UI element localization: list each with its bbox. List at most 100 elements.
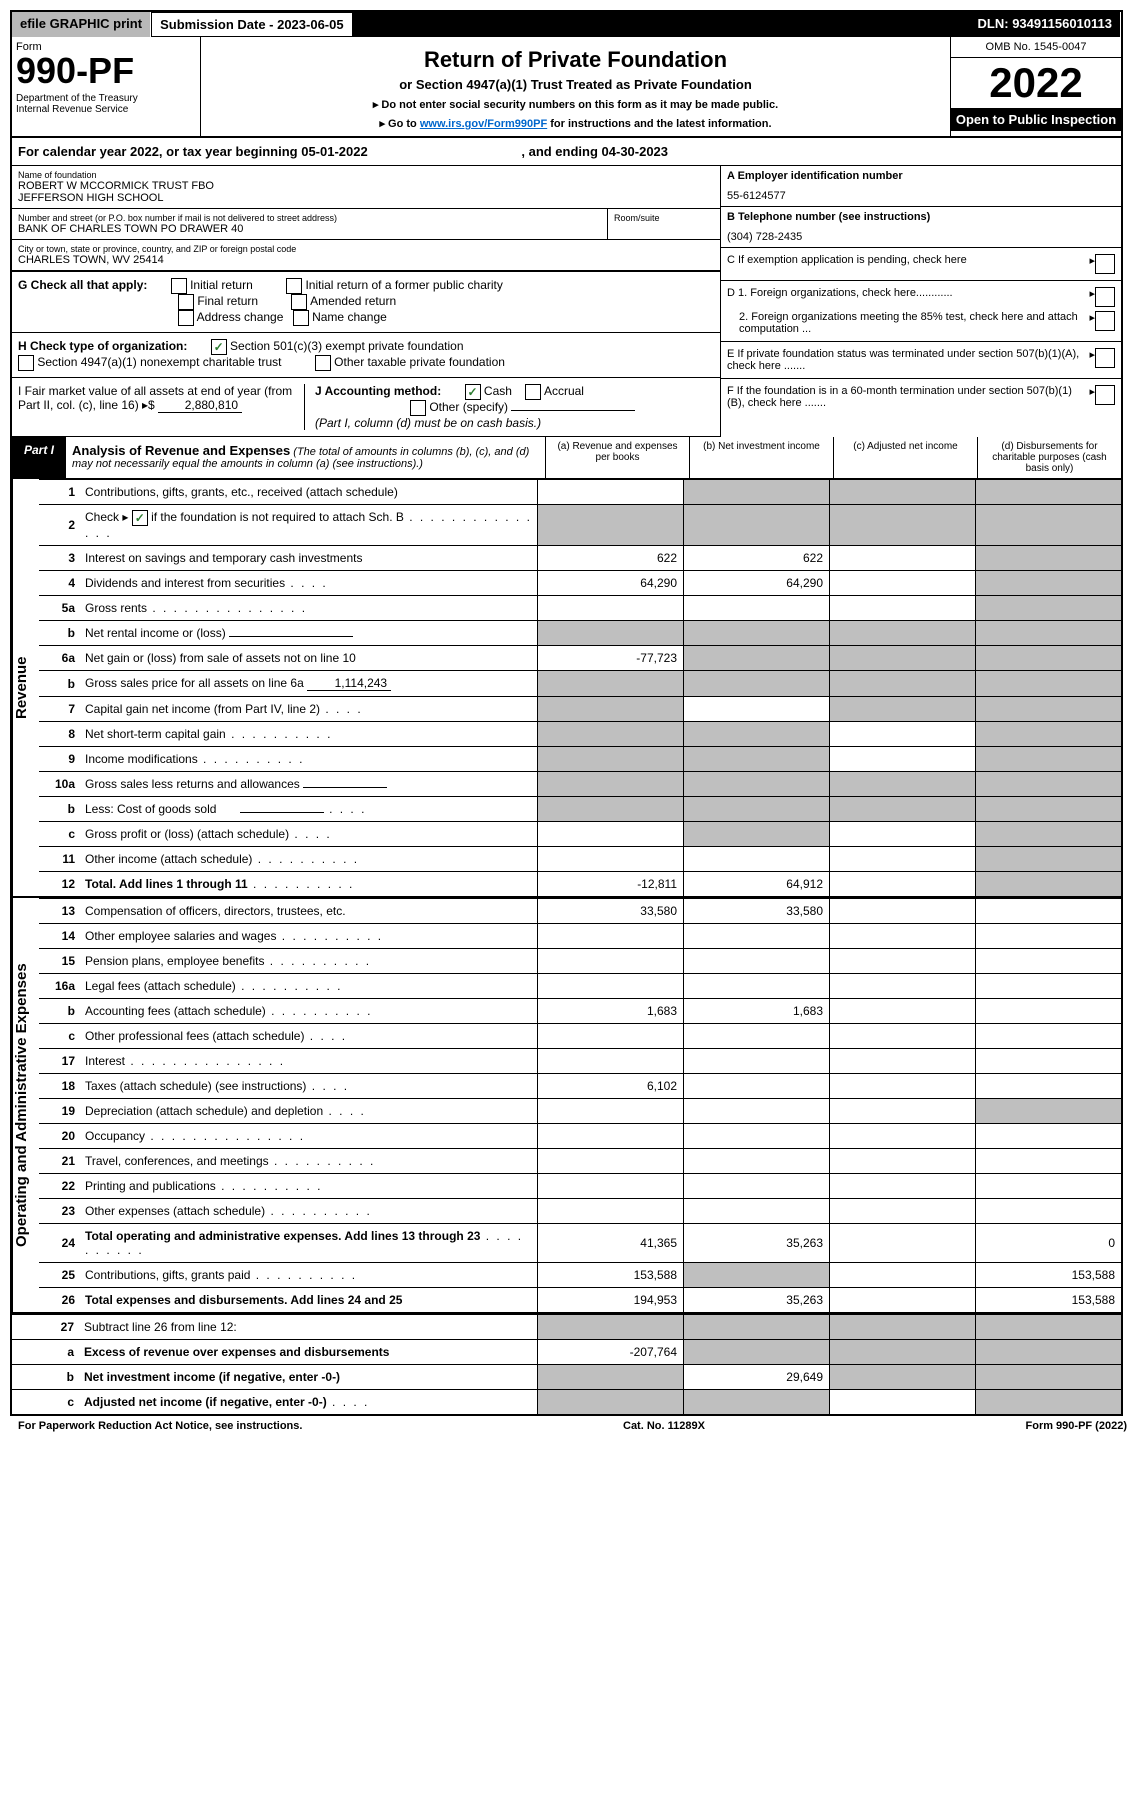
e-checkbox[interactable] <box>1095 348 1115 368</box>
initial-return-checkbox[interactable] <box>171 278 187 294</box>
val-a: 194,953 <box>538 1288 684 1313</box>
cash-checkbox[interactable] <box>465 384 481 400</box>
table-row: 26Total expenses and disbursements. Add … <box>39 1288 1121 1313</box>
part1-header: Part I Analysis of Revenue and Expenses … <box>12 437 1121 479</box>
former-public-checkbox[interactable] <box>286 278 302 294</box>
line-num: c <box>39 1024 81 1049</box>
line-label: Gross sales less returns and allowances <box>81 772 538 797</box>
g-opt-3: Amended return <box>310 294 396 308</box>
other-method-checkbox[interactable] <box>410 400 426 416</box>
inline-input[interactable] <box>240 812 324 813</box>
instr-link[interactable]: www.irs.gov/Form990PF <box>420 118 547 130</box>
line-label: Gross rents <box>81 596 538 621</box>
revenue-side-label: Revenue <box>12 479 39 896</box>
val-d: 153,588 <box>976 1288 1122 1313</box>
table-row: bGross sales price for all assets on lin… <box>39 671 1121 697</box>
line-label: Net investment income (if negative, ente… <box>80 1365 538 1390</box>
info-section: Name of foundation ROBERT W MCCORMICK TR… <box>12 166 1121 437</box>
city-cell: City or town, state or province, country… <box>12 240 720 271</box>
line-num: 13 <box>39 899 81 924</box>
line-num: 27 <box>12 1315 80 1340</box>
accrual-checkbox[interactable] <box>525 384 541 400</box>
line-num: b <box>12 1365 80 1390</box>
header-row: Form 990-PF Department of the Treasury I… <box>12 37 1121 138</box>
table-row: bLess: Cost of goods sold <box>39 797 1121 822</box>
address-change-checkbox[interactable] <box>178 310 194 326</box>
table-row: 9Income modifications <box>39 747 1121 772</box>
table-row: 21Travel, conferences, and meetings <box>39 1149 1121 1174</box>
line-label: Contributions, gifts, grants, etc., rece… <box>81 480 538 505</box>
f-checkbox[interactable] <box>1095 385 1115 405</box>
ein-value: 55-6124577 <box>727 190 1115 202</box>
line-num: 18 <box>39 1074 81 1099</box>
c-checkbox[interactable] <box>1095 254 1115 274</box>
other-specify-input[interactable] <box>511 410 635 411</box>
val-a: -77,723 <box>538 646 684 671</box>
calendar-year-row: For calendar year 2022, or tax year begi… <box>12 138 1121 166</box>
dln: DLN: 93491156010113 <box>970 12 1121 37</box>
form-number: 990-PF <box>16 53 196 89</box>
inline-input[interactable] <box>229 636 353 637</box>
header-left: Form 990-PF Department of the Treasury I… <box>12 37 201 136</box>
revenue-table: 1Contributions, gifts, grants, etc., rec… <box>39 479 1121 896</box>
c-item: C If exemption application is pending, c… <box>721 248 1121 281</box>
line-label: Net short-term capital gain <box>81 722 538 747</box>
phone-cell: B Telephone number (see instructions) (3… <box>721 207 1121 248</box>
line-num: a <box>12 1340 80 1365</box>
section-i: I Fair market value of all assets at end… <box>18 384 305 430</box>
amended-checkbox[interactable] <box>291 294 307 310</box>
submission-date: Submission Date - 2023-06-05 <box>151 12 353 37</box>
501c3-checkbox[interactable] <box>211 339 227 355</box>
line-label: Net rental income or (loss) <box>81 621 538 646</box>
addr-label: Number and street (or P.O. box number if… <box>18 213 601 223</box>
g-opt-0: Initial return <box>190 278 253 292</box>
final-return-checkbox[interactable] <box>178 294 194 310</box>
table-row: 3Interest on savings and temporary cash … <box>39 546 1121 571</box>
line-label: Adjusted net income (if negative, enter … <box>80 1390 538 1415</box>
name-change-checkbox[interactable] <box>293 310 309 326</box>
line-num: 14 <box>39 924 81 949</box>
line-label: Total. Add lines 1 through 11 <box>81 872 538 897</box>
dept-treasury: Department of the Treasury Internal Reve… <box>16 93 196 115</box>
table-row: cOther professional fees (attach schedul… <box>39 1024 1121 1049</box>
table-row: cGross profit or (loss) (attach schedule… <box>39 822 1121 847</box>
val-b: 64,912 <box>684 872 830 897</box>
footer-center: Cat. No. 11289X <box>623 1420 705 1432</box>
inline-input[interactable] <box>303 787 387 788</box>
val-b: 35,263 <box>684 1288 830 1313</box>
spacer <box>353 12 970 37</box>
table-row: 2Check ▸ if the foundation is not requir… <box>39 505 1121 546</box>
val-d: 0 <box>976 1224 1122 1263</box>
table-row: 1Contributions, gifts, grants, etc., rec… <box>39 480 1121 505</box>
room-cell: Room/suite <box>608 209 720 240</box>
form-subtitle: or Section 4947(a)(1) Trust Treated as P… <box>207 77 944 92</box>
line-label: Capital gain net income (from Part IV, l… <box>81 697 538 722</box>
schb-checkbox[interactable] <box>132 510 148 526</box>
table-row: 24Total operating and administrative exp… <box>39 1224 1121 1263</box>
inline-value: 1,114,243 <box>307 676 391 691</box>
line-num: 8 <box>39 722 81 747</box>
line-num: 4 <box>39 571 81 596</box>
table-row: 7Capital gain net income (from Part IV, … <box>39 697 1121 722</box>
4947-checkbox[interactable] <box>18 355 34 371</box>
line-num: 1 <box>39 480 81 505</box>
line-num: 11 <box>39 847 81 872</box>
j-cash: Cash <box>484 384 512 398</box>
expenses-side-label: Operating and Administrative Expenses <box>12 898 39 1312</box>
footer-left: For Paperwork Reduction Act Notice, see … <box>18 1420 302 1432</box>
val-a: 1,683 <box>538 999 684 1024</box>
j-other: Other (specify) <box>429 400 508 414</box>
d1-checkbox[interactable] <box>1095 287 1115 307</box>
line-label: Total expenses and disbursements. Add li… <box>81 1288 538 1313</box>
d2-checkbox[interactable] <box>1095 311 1115 331</box>
other-taxable-checkbox[interactable] <box>315 355 331 371</box>
line-num: 22 <box>39 1174 81 1199</box>
table-row: aExcess of revenue over expenses and dis… <box>12 1340 1121 1365</box>
val-b: 29,649 <box>684 1365 830 1390</box>
line-label: Other professional fees (attach schedule… <box>81 1024 538 1049</box>
table-row: 12Total. Add lines 1 through 11-12,81164… <box>39 872 1121 897</box>
val-a: -12,811 <box>538 872 684 897</box>
table-row: 22Printing and publications <box>39 1174 1121 1199</box>
line-label: Other expenses (attach schedule) <box>81 1199 538 1224</box>
col-b-header: (b) Net investment income <box>689 437 833 478</box>
